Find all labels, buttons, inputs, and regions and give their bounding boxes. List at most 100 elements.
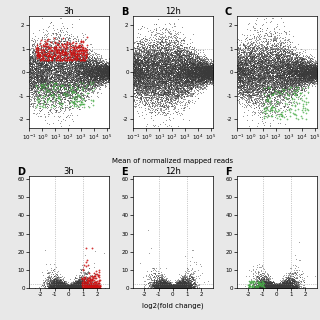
Point: [282, 284, 287, 290]
Point: [77, 284, 83, 289]
Point: [51, 84, 56, 89]
Point: [86, 68, 91, 74]
Point: [73, 283, 78, 288]
Point: [96, 63, 101, 68]
Point: [79, 285, 84, 290]
Point: [171, 81, 176, 86]
Point: [252, 68, 257, 74]
Point: [169, 284, 174, 290]
Point: [169, 84, 174, 89]
Point: [176, 285, 181, 290]
Point: [61, 54, 66, 59]
Point: [171, 65, 176, 70]
Point: [160, 284, 165, 289]
Point: [300, 61, 305, 67]
Point: [45, 83, 50, 88]
Point: [81, 75, 86, 80]
Point: [159, 285, 164, 290]
Point: [297, 72, 302, 77]
Point: [289, 94, 294, 99]
Point: [201, 60, 206, 65]
Point: [145, 70, 150, 75]
Point: [83, 63, 88, 68]
Point: [176, 285, 181, 291]
Point: [189, 282, 194, 287]
Point: [210, 80, 215, 85]
Point: [277, 285, 282, 290]
Point: [173, 284, 179, 290]
Point: [205, 68, 210, 73]
Point: [259, 285, 264, 290]
Point: [271, 283, 276, 288]
Point: [172, 81, 178, 86]
Point: [271, 285, 276, 290]
Point: [178, 41, 183, 46]
Point: [260, 284, 266, 289]
Point: [101, 69, 106, 74]
Point: [170, 285, 175, 291]
Point: [276, 285, 281, 290]
Point: [178, 282, 183, 287]
Point: [203, 67, 208, 72]
Point: [281, 285, 286, 290]
Point: [201, 66, 206, 71]
Point: [164, 282, 170, 287]
Point: [54, 285, 59, 290]
Point: [166, 285, 171, 290]
Point: [81, 72, 86, 77]
Point: [284, 284, 289, 289]
Point: [72, 282, 77, 287]
Point: [167, 285, 172, 291]
Point: [53, 277, 59, 283]
Point: [170, 285, 175, 291]
Point: [74, 62, 79, 67]
Point: [36, 63, 41, 68]
Point: [67, 69, 72, 74]
Point: [188, 284, 193, 289]
Point: [175, 284, 180, 289]
Point: [253, 73, 258, 78]
Point: [56, 285, 61, 290]
Point: [172, 285, 177, 291]
Point: [281, 280, 286, 285]
Point: [57, 282, 62, 287]
Point: [76, 76, 81, 81]
Point: [160, 284, 165, 289]
Point: [285, 284, 290, 289]
Point: [170, 65, 175, 70]
Point: [186, 78, 191, 84]
Point: [184, 84, 189, 89]
Point: [97, 71, 102, 76]
Point: [270, 285, 275, 290]
Point: [265, 69, 270, 74]
Point: [165, 82, 170, 87]
Point: [157, 285, 162, 290]
Point: [300, 71, 305, 76]
Point: [283, 282, 288, 287]
Point: [178, 285, 183, 290]
Point: [173, 285, 178, 290]
Point: [277, 285, 283, 290]
Point: [184, 81, 189, 86]
Point: [49, 285, 54, 291]
Point: [100, 68, 105, 74]
Point: [71, 285, 76, 290]
Point: [70, 282, 76, 287]
Point: [268, 285, 273, 290]
Point: [159, 70, 164, 76]
Point: [75, 284, 80, 289]
Point: [184, 68, 189, 73]
Point: [88, 68, 93, 74]
Point: [265, 285, 270, 291]
Point: [155, 107, 160, 112]
Point: [172, 285, 177, 290]
Point: [195, 88, 200, 93]
Point: [137, 38, 142, 44]
Point: [143, 51, 148, 56]
Point: [274, 285, 279, 290]
Point: [74, 283, 79, 288]
Point: [265, 279, 270, 284]
Point: [257, 54, 262, 59]
Point: [278, 73, 283, 78]
Point: [59, 281, 64, 286]
